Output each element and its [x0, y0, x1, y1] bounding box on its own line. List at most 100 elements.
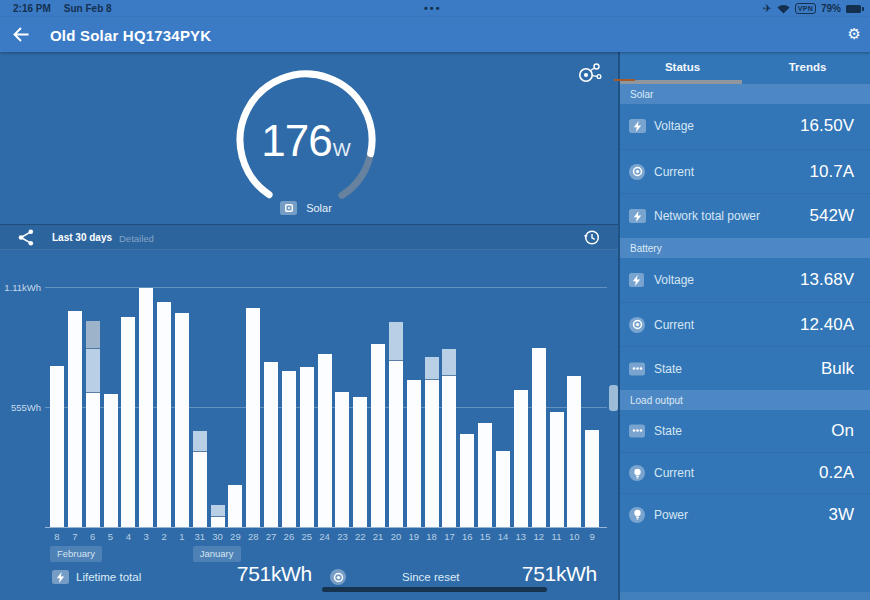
- chart-bar-day-7[interactable]: [68, 250, 82, 527]
- chart-bar-day-25[interactable]: [300, 250, 314, 527]
- chart-bar-day-18[interactable]: [425, 250, 439, 527]
- chart-bar-day-30[interactable]: [211, 250, 225, 527]
- row-value: 3W: [829, 505, 855, 525]
- status-row-current: Current 10.7A: [620, 149, 870, 194]
- status-row-network-total-power: Network total power542W: [620, 193, 870, 238]
- detailed-toggle[interactable]: Detailed: [119, 233, 154, 244]
- bar-yield-segment: [211, 517, 225, 527]
- panel-tabs: StatusTrends: [620, 52, 870, 84]
- chart-plot-area: [0, 250, 618, 527]
- bar-yield-segment: [104, 394, 118, 527]
- row-label: Voltage: [654, 273, 694, 287]
- gesture-navigation-bar[interactable]: [322, 587, 547, 592]
- rotor-icon: [629, 164, 645, 180]
- month-badge: January: [193, 546, 241, 562]
- bar-yield-segment: [68, 311, 82, 527]
- chart-bar-day-4[interactable]: [121, 250, 135, 527]
- chart-bar-day-1[interactable]: [175, 250, 189, 527]
- chart-bar-day-22[interactable]: [353, 250, 367, 527]
- gauge-watts-unit: W: [333, 139, 351, 160]
- bar-overlay-segment: [86, 321, 100, 349]
- panel-divider: [618, 52, 620, 600]
- bar-yield-segment: [300, 367, 314, 527]
- battery-icon: [846, 5, 861, 13]
- share-icon[interactable]: [18, 229, 34, 246]
- row-value: 542W: [810, 206, 854, 226]
- bar-yield-segment: [460, 434, 474, 527]
- chart-bar-day-10[interactable]: [567, 250, 581, 527]
- chart-bar-day-20[interactable]: [389, 250, 403, 527]
- bar-overlay-segment: [211, 505, 225, 517]
- back-button[interactable]: [12, 26, 30, 43]
- bar-yield-segment: [193, 452, 207, 527]
- chart-bar-day-3[interactable]: [139, 250, 153, 527]
- chart-bar-day-9[interactable]: [585, 250, 599, 527]
- chart-bar-day-6[interactable]: [86, 250, 100, 527]
- device-dashboard: 176W Solar Last 30 days Detailed 1.11kWh…: [0, 52, 618, 600]
- settings-gear-icon[interactable]: ⚙: [848, 25, 861, 43]
- chart-bar-day-2[interactable]: [157, 250, 171, 527]
- ve-smart-network-icon[interactable]: [576, 60, 602, 86]
- chart-bar-day-16[interactable]: [460, 250, 474, 527]
- row-label: Voltage: [654, 119, 694, 133]
- lifetime-total-value: 751kWh: [160, 562, 312, 586]
- chart-bar-day-28[interactable]: [246, 250, 260, 527]
- chart-bar-day-19[interactable]: [407, 250, 421, 527]
- chart-bar-day-14[interactable]: [496, 250, 510, 527]
- bar-yield-segment: [139, 288, 153, 527]
- since-reset-value: 751kWh: [450, 562, 597, 586]
- chart-bar-day-24[interactable]: [318, 250, 332, 527]
- bar-overlay-segment: [425, 357, 439, 380]
- bar-overlay-segment: [389, 322, 403, 361]
- bulb-icon: [629, 465, 645, 481]
- chart-bar-day-11[interactable]: [550, 250, 564, 527]
- row-label: Current: [654, 318, 694, 332]
- bar-yield-segment: [50, 366, 64, 527]
- bar-yield-segment: [264, 362, 278, 527]
- status-panel: StatusTrends SolarVoltage16.50VCurrent10…: [620, 52, 870, 600]
- row-label: Current: [654, 165, 694, 179]
- bar-yield-segment: [246, 308, 260, 527]
- chart-bar-day-5[interactable]: [104, 250, 118, 527]
- bar-yield-segment: [282, 371, 296, 527]
- row-value: 0.2A: [819, 463, 854, 483]
- status-row-current: Current 0.2A: [620, 452, 870, 494]
- chart-bar-day-12[interactable]: [532, 250, 546, 527]
- bar-yield-segment: [318, 354, 332, 527]
- bar-yield-segment: [514, 390, 528, 527]
- row-value: 10.7A: [810, 162, 854, 182]
- chart-bar-day-31[interactable]: [193, 250, 207, 527]
- bar-yield-segment: [442, 376, 456, 527]
- row-value: Bulk: [821, 359, 854, 379]
- chart-bar-day-29[interactable]: [228, 250, 242, 527]
- bar-yield-segment: [121, 317, 135, 527]
- vpn-badge: VPN: [795, 3, 816, 14]
- rotor-icon: [629, 317, 645, 333]
- month-badge: February: [50, 546, 102, 562]
- row-label: Current: [654, 466, 694, 480]
- row-label: State: [654, 424, 682, 438]
- bar-yield-segment: [335, 392, 349, 527]
- bar-yield-segment: [407, 380, 421, 527]
- chart-bar-day-13[interactable]: [514, 250, 528, 527]
- tab-trends[interactable]: Trends: [745, 52, 870, 84]
- battery-icon: [629, 273, 644, 287]
- state-dots-icon: [629, 362, 645, 375]
- chart-bar-day-26[interactable]: [282, 250, 296, 527]
- bar-yield-segment: [175, 313, 189, 527]
- history-clock-icon[interactable]: [583, 229, 600, 246]
- chart-bar-day-23[interactable]: [335, 250, 349, 527]
- bar-yield-segment: [425, 380, 439, 527]
- chart-baseline: [45, 527, 607, 528]
- app-header: Old Solar HQ1734PYK ⚙: [0, 17, 870, 52]
- chart-bar-day-17[interactable]: [442, 250, 456, 527]
- range-label[interactable]: Last 30 days: [52, 232, 112, 243]
- row-label: State: [654, 362, 682, 376]
- chart-bar-day-8[interactable]: [50, 250, 64, 527]
- chart-bar-day-27[interactable]: [264, 250, 278, 527]
- chart-bar-day-21[interactable]: [371, 250, 385, 527]
- lifetime-bolt-icon: [52, 570, 69, 584]
- divider-drag-handle[interactable]: [609, 385, 618, 411]
- row-value: 12.40A: [800, 315, 854, 335]
- chart-bar-day-15[interactable]: [478, 250, 492, 527]
